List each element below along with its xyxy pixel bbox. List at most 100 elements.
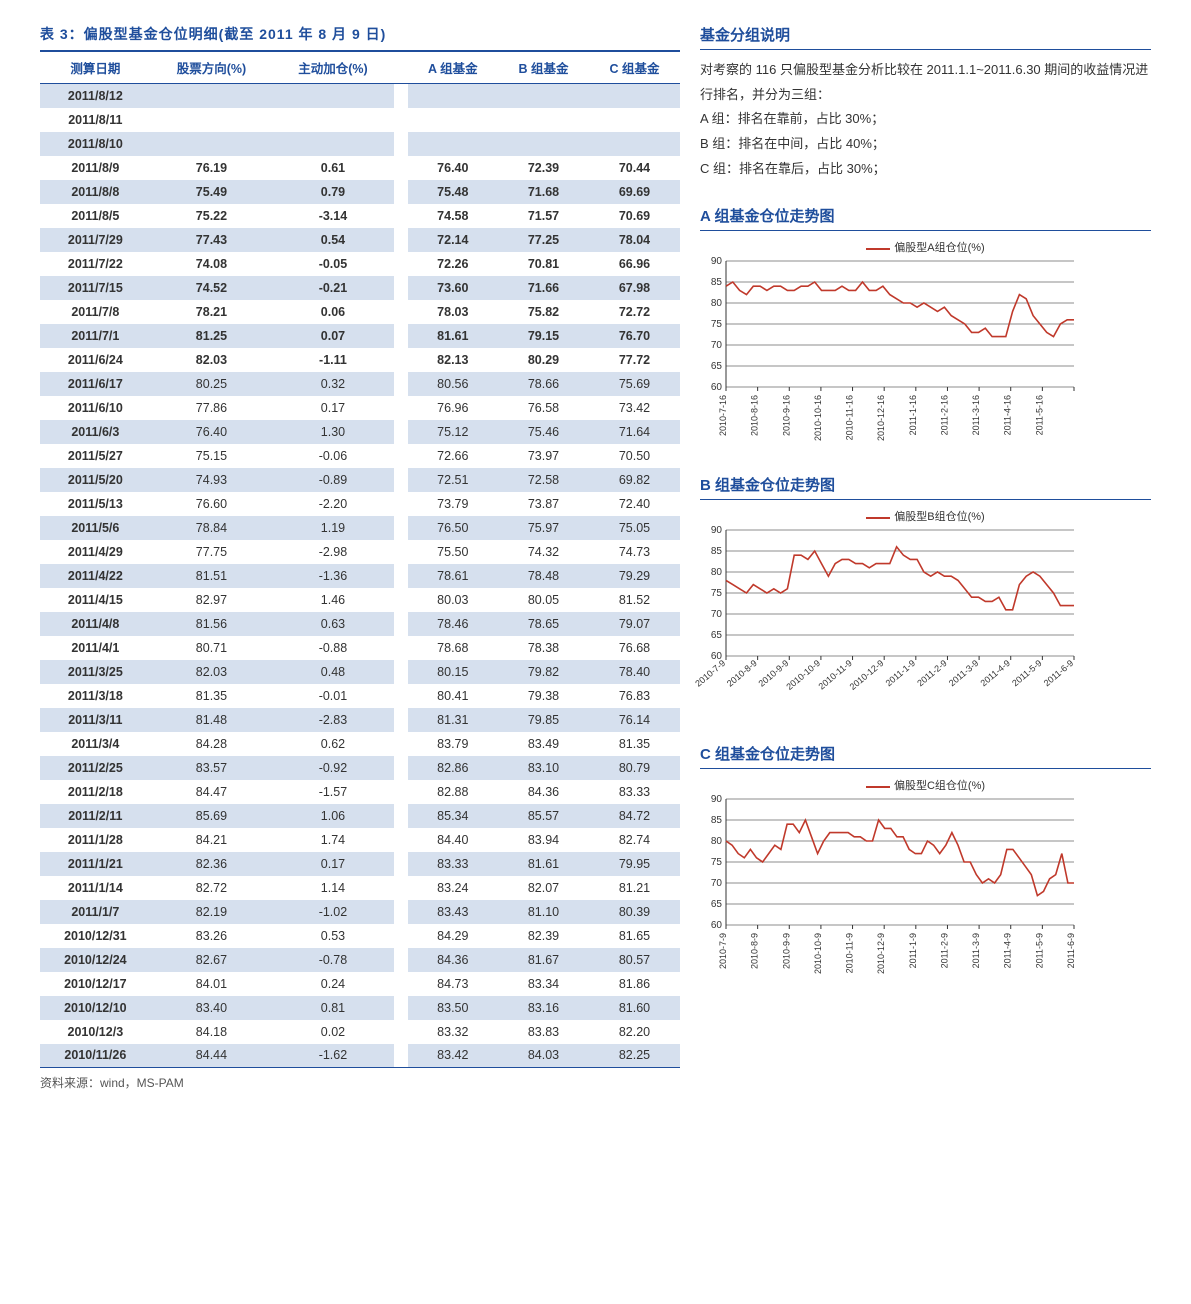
table-cell xyxy=(589,132,680,156)
table-cell: 0.02 xyxy=(272,1020,394,1044)
svg-text:2010-10-9: 2010-10-9 xyxy=(813,933,823,974)
table-cell: 84.44 xyxy=(151,1044,273,1068)
table-cell: 72.40 xyxy=(589,492,680,516)
table-row: 2011/4/881.560.6378.4678.6579.07 xyxy=(40,612,680,636)
table-row: 2011/2/1185.691.0685.3485.5784.72 xyxy=(40,804,680,828)
table-cell: 82.13 xyxy=(408,348,498,372)
table-cell: -0.01 xyxy=(272,684,394,708)
table-cell: 81.86 xyxy=(589,972,680,996)
table-cell: 0.53 xyxy=(272,924,394,948)
table-cell: 80.29 xyxy=(498,348,589,372)
table-cell: 79.82 xyxy=(498,660,589,684)
table-cell: 0.79 xyxy=(272,180,394,204)
svg-text:2010-10-9: 2010-10-9 xyxy=(784,658,822,692)
table-cell: -0.78 xyxy=(272,948,394,972)
table-cell: 66.96 xyxy=(589,252,680,276)
table-cell: 0.61 xyxy=(272,156,394,180)
table-cell: 0.17 xyxy=(272,852,394,876)
table-cell: -0.06 xyxy=(272,444,394,468)
table-cell: 80.41 xyxy=(408,684,498,708)
table-cell: 78.61 xyxy=(408,564,498,588)
chart-title: C 组基金仓位走势图 xyxy=(700,743,1151,769)
table-row: 2011/3/484.280.6283.7983.4981.35 xyxy=(40,732,680,756)
table-cell xyxy=(408,108,498,132)
table-cell: 76.83 xyxy=(589,684,680,708)
svg-text:85: 85 xyxy=(711,546,723,557)
table-cell: 0.63 xyxy=(272,612,394,636)
table-cell: 83.24 xyxy=(408,876,498,900)
table-cell: 2010/12/17 xyxy=(40,972,151,996)
table-row: 2011/6/2482.03-1.1182.1380.2977.72 xyxy=(40,348,680,372)
table-cell: 0.81 xyxy=(272,996,394,1020)
table-cell: 84.47 xyxy=(151,780,273,804)
table-cell xyxy=(589,84,680,108)
table-cell: 81.21 xyxy=(589,876,680,900)
table-cell: 83.26 xyxy=(151,924,273,948)
table-cell: 71.68 xyxy=(498,180,589,204)
table-cell: 77.75 xyxy=(151,540,273,564)
table-cell xyxy=(272,84,394,108)
table-cell: 80.15 xyxy=(408,660,498,684)
svg-text:2011-5-9: 2011-5-9 xyxy=(1034,933,1044,968)
group-desc-title: 基金分组说明 xyxy=(700,24,1151,50)
table-cell xyxy=(498,132,589,156)
table-cell: 83.34 xyxy=(498,972,589,996)
svg-text:75: 75 xyxy=(711,588,723,599)
svg-text:70: 70 xyxy=(711,878,723,889)
table-cell: 2011/3/11 xyxy=(40,708,151,732)
table-cell: -0.88 xyxy=(272,636,394,660)
table-row: 2011/5/2074.93-0.8972.5172.5869.82 xyxy=(40,468,680,492)
table-cell: 73.42 xyxy=(589,396,680,420)
table-cell: 84.01 xyxy=(151,972,273,996)
chart-block: A 组基金仓位走势图偏股型A组仓位(%)606570758085902010-7… xyxy=(700,205,1151,446)
table-cell: 84.29 xyxy=(408,924,498,948)
table-cell: -3.14 xyxy=(272,204,394,228)
table-cell: 79.07 xyxy=(589,612,680,636)
table-cell: 2010/12/10 xyxy=(40,996,151,1020)
table-cell: 2011/7/15 xyxy=(40,276,151,300)
table-cell: 84.40 xyxy=(408,828,498,852)
svg-text:2010-12-16: 2010-12-16 xyxy=(876,395,886,441)
table-row: 2011/2/1884.47-1.5782.8884.3683.33 xyxy=(40,780,680,804)
svg-text:60: 60 xyxy=(711,920,723,931)
table-cell: 83.10 xyxy=(498,756,589,780)
table-row: 2011/4/180.71-0.8878.6878.3876.68 xyxy=(40,636,680,660)
table-cell: 81.60 xyxy=(589,996,680,1020)
svg-text:65: 65 xyxy=(711,361,723,372)
table-row: 2011/3/1181.48-2.8381.3179.8576.14 xyxy=(40,708,680,732)
table-cell: 2011/4/8 xyxy=(40,612,151,636)
table-cell: 73.87 xyxy=(498,492,589,516)
table-cell: 70.69 xyxy=(589,204,680,228)
svg-text:2010-7-9: 2010-7-9 xyxy=(718,933,728,969)
table-cell: 2011/8/5 xyxy=(40,204,151,228)
table-cell: 2011/7/29 xyxy=(40,228,151,252)
table-cell: 2010/12/24 xyxy=(40,948,151,972)
table-cell: 70.50 xyxy=(589,444,680,468)
table-row: 2011/1/2182.360.1783.3381.6179.95 xyxy=(40,852,680,876)
table-cell: -2.20 xyxy=(272,492,394,516)
table-row: 2011/4/2281.51-1.3678.6178.4879.29 xyxy=(40,564,680,588)
line-chart: 606570758085902010-7-92010-8-92010-9-920… xyxy=(700,795,1090,981)
table-row: 2011/6/1077.860.1776.9676.5873.42 xyxy=(40,396,680,420)
table-cell: -0.21 xyxy=(272,276,394,300)
table-cell: 83.16 xyxy=(498,996,589,1020)
table-cell: 2010/11/26 xyxy=(40,1044,151,1068)
table-cell: 74.32 xyxy=(498,540,589,564)
table-cell: 85.69 xyxy=(151,804,273,828)
table-cell: 76.96 xyxy=(408,396,498,420)
table-cell: 74.58 xyxy=(408,204,498,228)
table-cell xyxy=(498,108,589,132)
svg-text:2011-6-9: 2011-6-9 xyxy=(1042,658,1076,688)
table-cell: 83.43 xyxy=(408,900,498,924)
table-cell: 0.24 xyxy=(272,972,394,996)
table-cell: 2011/6/3 xyxy=(40,420,151,444)
table-cell: 80.79 xyxy=(589,756,680,780)
table-cell: 0.32 xyxy=(272,372,394,396)
table-cell: -2.83 xyxy=(272,708,394,732)
table-row: 2011/6/1780.250.3280.5678.6675.69 xyxy=(40,372,680,396)
table-cell: 71.66 xyxy=(498,276,589,300)
table-cell: 2011/7/8 xyxy=(40,300,151,324)
table-cell: 81.35 xyxy=(151,684,273,708)
svg-text:75: 75 xyxy=(711,319,723,330)
svg-text:60: 60 xyxy=(711,382,723,393)
